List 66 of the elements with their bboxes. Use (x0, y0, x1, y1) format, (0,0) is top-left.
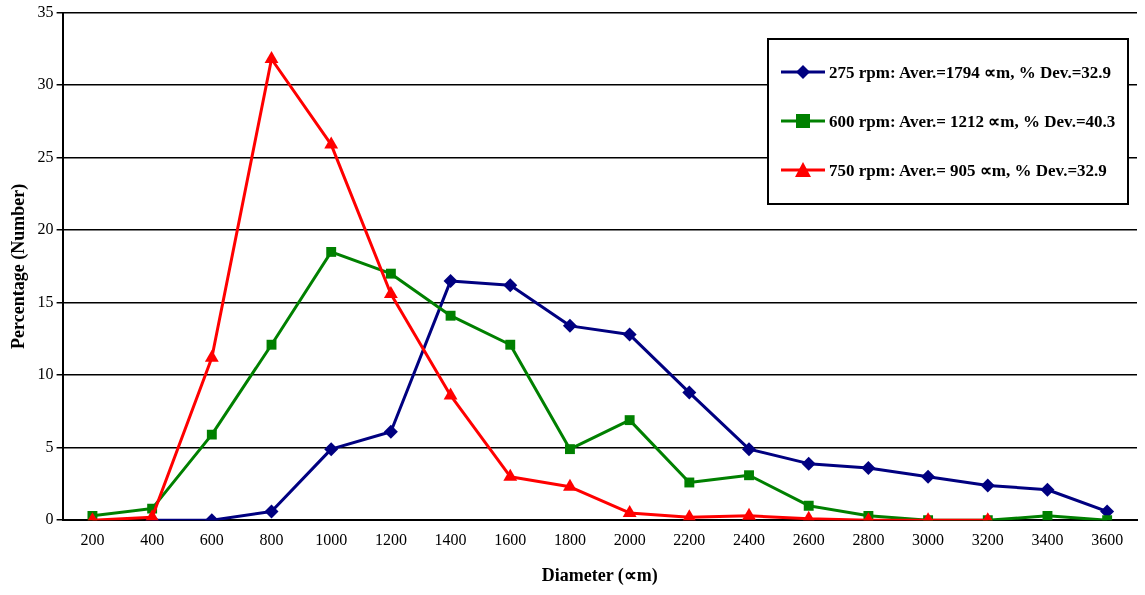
x-tick-label: 1200 (374, 531, 407, 548)
x-tick-label: 400 (140, 531, 165, 548)
y-tick-label: 10 (37, 365, 54, 383)
point (445, 310, 456, 321)
x-axis-title: Diameter (∝m) (541, 564, 658, 586)
point (266, 339, 277, 350)
x-tick-label: 2200 (673, 531, 706, 548)
point (264, 504, 279, 519)
point (443, 387, 458, 400)
x-tick-label: 2600 (792, 531, 825, 548)
point (980, 478, 995, 493)
y-tick-label: 0 (45, 510, 54, 528)
point (801, 456, 816, 471)
y-tick-label: 25 (37, 147, 54, 165)
legend-label: 750 rpm: Aver.= 905 ∝m, % Dev.=32.9 (829, 159, 1107, 181)
point (622, 504, 637, 517)
x-tick-label: 3400 (1031, 531, 1064, 548)
x-tick-label: 1600 (494, 531, 527, 548)
point (145, 509, 160, 521)
point (503, 278, 518, 293)
point (861, 460, 876, 475)
point (742, 442, 757, 457)
point (383, 424, 398, 439)
point (622, 327, 637, 342)
point (742, 507, 756, 520)
point (682, 385, 697, 400)
x-tick-label: 1800 (553, 531, 586, 548)
y-tick-label: 30 (37, 75, 54, 93)
y-tick-label: 35 (37, 2, 54, 20)
point (324, 442, 339, 457)
point (324, 136, 339, 149)
point (565, 444, 575, 455)
x-tick-label: 3200 (971, 531, 1004, 548)
x-tick-label: 2400 (733, 531, 766, 548)
x-tick-label: 2000 (613, 531, 646, 548)
x-tick-label: 3000 (912, 531, 945, 548)
legend-label: 600 rpm: Aver.= 1212 ∝m, % Dev.=40.3 (829, 110, 1116, 132)
legend-label: 275 rpm: Aver.=1794 ∝m, % Dev.=32.9 (829, 61, 1112, 83)
y-axis-title: Percentage (Number) (8, 183, 30, 349)
point (206, 429, 217, 440)
point (1040, 482, 1055, 497)
point (204, 349, 219, 362)
x-tick-label: 200 (80, 531, 105, 548)
y-tick-label: 15 (37, 292, 54, 310)
x-tick-label: 3600 (1091, 531, 1124, 548)
point (562, 318, 577, 333)
x-tick-label: 800 (259, 531, 284, 548)
x-tick-label: 1400 (434, 531, 467, 548)
y-tick-label: 5 (45, 437, 54, 455)
point (684, 477, 695, 488)
point (503, 468, 518, 481)
point (803, 500, 814, 511)
point (326, 246, 337, 257)
point (264, 51, 279, 64)
point (744, 470, 754, 481)
point (624, 415, 635, 426)
x-tick-label: 600 (199, 531, 224, 548)
point (505, 339, 516, 350)
x-tick-label: 1000 (315, 531, 348, 548)
point (383, 285, 398, 298)
point (443, 273, 458, 288)
point (385, 268, 396, 279)
point (921, 469, 936, 484)
x-tick-label: 2800 (852, 531, 885, 548)
y-tick-label: 20 (37, 220, 54, 238)
point (563, 478, 577, 491)
